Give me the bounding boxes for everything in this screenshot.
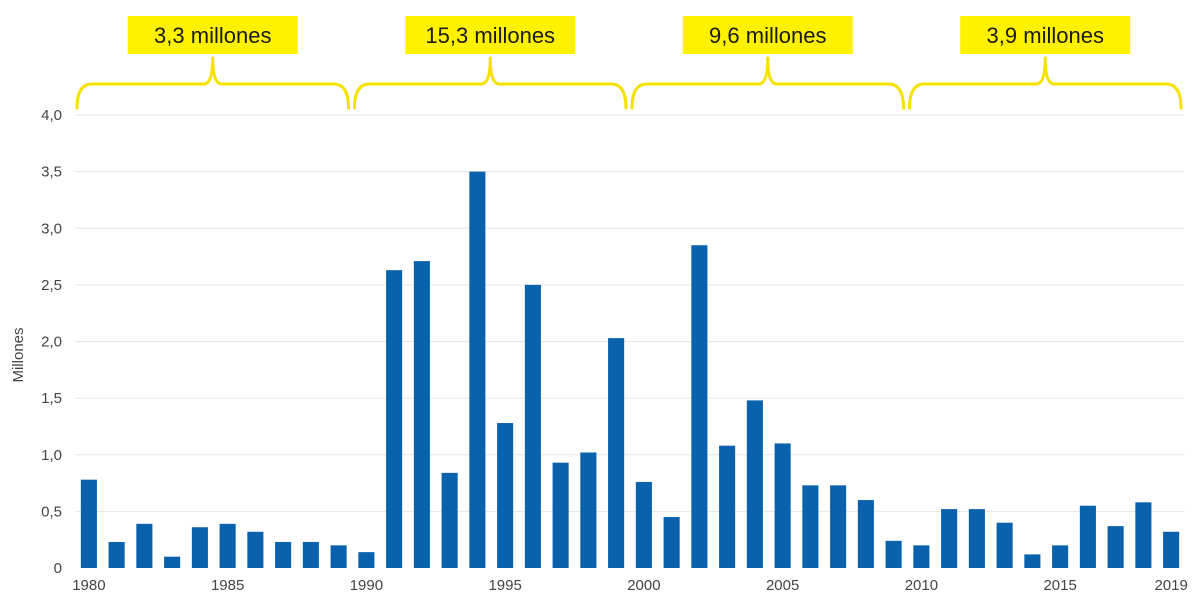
- decade-label-box: [127, 16, 298, 54]
- y-tick-label: 0: [54, 560, 62, 577]
- bar-1999: [608, 338, 625, 568]
- bar-1990: [358, 552, 375, 568]
- bar-1998: [580, 452, 597, 568]
- grid-layer: [75, 114, 1185, 512]
- bar-2013: [996, 522, 1013, 568]
- decade-total-label: 15,3 millones: [425, 23, 555, 48]
- bar-2018: [1135, 502, 1152, 568]
- bar-1980: [80, 479, 97, 568]
- bar-2005: [774, 443, 791, 568]
- bar-1991: [386, 270, 403, 568]
- x-tick-label: 1980: [72, 577, 105, 594]
- bar-2010: [913, 545, 930, 568]
- x-tick-label: 2010: [905, 577, 938, 594]
- decade-label-box: [960, 16, 1131, 54]
- x-tick-label: 2019: [1154, 577, 1187, 594]
- bar-1985: [219, 523, 236, 568]
- y-tick-label: 2,5: [41, 277, 62, 294]
- bar-2000: [635, 481, 652, 568]
- x-tick-label: 1985: [211, 577, 244, 594]
- y-tick-label: 2,0: [41, 334, 62, 351]
- bar-1994: [469, 171, 486, 568]
- bar-2009: [885, 540, 902, 568]
- x-tick-label: 2015: [1043, 577, 1076, 594]
- bar-1989: [330, 545, 347, 568]
- decade-bracket: [353, 56, 628, 110]
- bar-1987: [275, 541, 292, 568]
- bar-2002: [691, 245, 708, 569]
- bar-1981: [108, 541, 125, 568]
- bar-1982: [136, 523, 153, 568]
- y-tick-label: 4,0: [41, 107, 62, 124]
- bar-2004: [746, 400, 763, 568]
- bar-1983: [164, 556, 181, 568]
- bar-1995: [497, 423, 514, 568]
- decade-annotations: 3,3 millones 15,3 millones 9,6 millones 3,9…: [75, 16, 1183, 110]
- y-tick-label: 1,5: [41, 390, 62, 407]
- bar-2006: [802, 485, 819, 568]
- decade-bracket: [630, 56, 905, 110]
- bar-2003: [719, 445, 736, 568]
- y-axis-ticks: 0 0,5 1,0 1,5 2,0 2,5 3,0 3,5 4,0: [41, 107, 62, 577]
- bar-2008: [857, 500, 874, 568]
- decade-label-box: [682, 16, 853, 54]
- x-tick-label: 1995: [488, 577, 521, 594]
- bar-2007: [830, 485, 847, 568]
- y-tick-label: 1,0: [41, 447, 62, 464]
- x-axis-ticks: 1980 1985 1990 1995 2000 2005 2010 2015 2019: [72, 577, 1188, 594]
- bar-2001: [663, 517, 680, 568]
- decade-bracket: [908, 56, 1183, 110]
- bar-1984: [191, 527, 208, 568]
- bar-1997: [552, 462, 569, 568]
- bar-1986: [247, 531, 264, 568]
- x-tick-label: 2000: [627, 577, 660, 594]
- x-tick-label: 1990: [350, 577, 383, 594]
- bar-2015: [1052, 545, 1069, 568]
- bar-2016: [1079, 505, 1096, 568]
- decade-total-label: 3,9 millones: [987, 23, 1104, 48]
- bars-layer: [80, 171, 1180, 569]
- decade-total-label: 9,6 millones: [709, 23, 826, 48]
- bar-2012: [968, 509, 985, 568]
- y-tick-label: 3,0: [41, 220, 62, 237]
- y-axis-title: Millones: [10, 327, 27, 382]
- bar-2019: [1163, 531, 1180, 568]
- decade-total-label: 3,3 millones: [154, 23, 271, 48]
- decade-label-box: [405, 16, 576, 54]
- bar-2017: [1107, 526, 1124, 568]
- x-tick-label: 2005: [766, 577, 799, 594]
- bar-2011: [941, 509, 958, 568]
- decade-bracket: [75, 56, 350, 110]
- bar-1992: [413, 261, 430, 568]
- y-tick-label: 0,5: [41, 503, 62, 520]
- bar-1996: [524, 284, 541, 568]
- y-tick-label: 3,5: [41, 164, 62, 181]
- bar-1993: [441, 472, 458, 568]
- bar-1988: [302, 541, 319, 568]
- bar-2014: [1024, 554, 1041, 568]
